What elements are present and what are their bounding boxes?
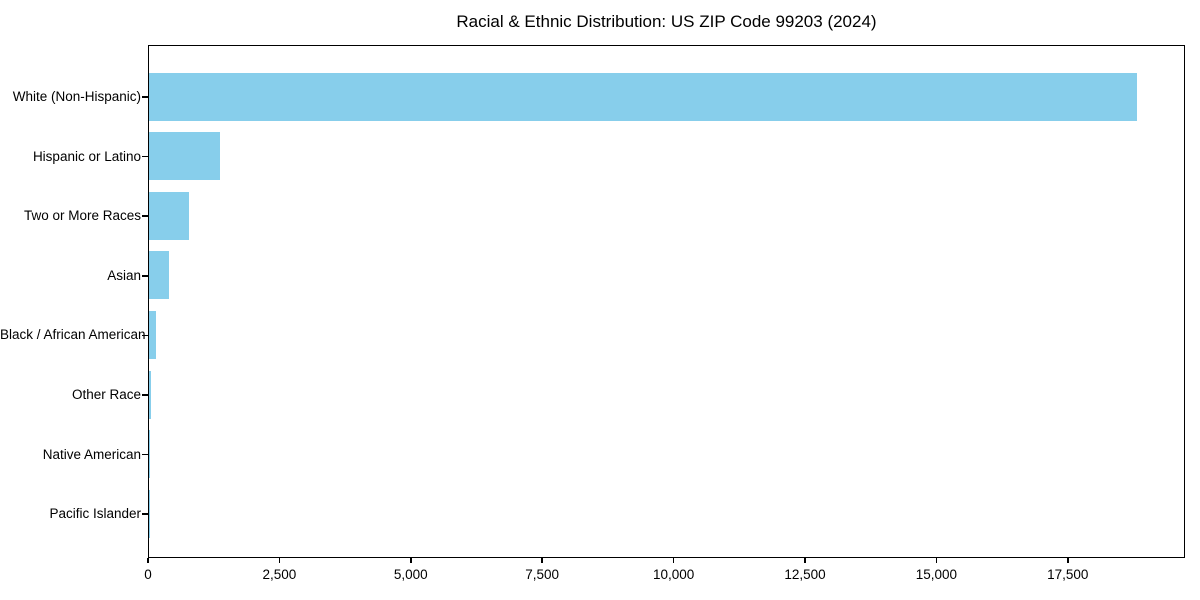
y-tick-mark-asian: [142, 275, 148, 277]
x-tick-mark-0: [147, 558, 149, 563]
chart-title: Racial & Ethnic Distribution: US ZIP Cod…: [456, 12, 877, 31]
bar-native-american: [149, 430, 151, 479]
x-tick-mark-5000: [410, 558, 412, 563]
bars-layer: [149, 46, 1184, 557]
y-tick-label-other-race: Other Race: [71, 387, 141, 402]
bar-asian: [149, 251, 169, 300]
y-tick-mark-black-african-american: [142, 334, 148, 337]
y-tick-mark-two-or-more-races: [142, 215, 148, 217]
y-tick-label-white-non-hispanic: White (Non-Hispanic): [12, 89, 141, 104]
y-tick-mark-pacific-islander: [142, 513, 148, 515]
x-tick-label-2500: 2,500: [262, 567, 297, 582]
x-tick-label-5000: 5,000: [393, 567, 428, 582]
x-tick-label-7500: 7,500: [525, 567, 560, 582]
x-tick-mark-7500: [541, 558, 543, 563]
x-tick-mark-15000: [935, 558, 938, 563]
x-tick-mark-2500: [278, 558, 281, 563]
x-tick-label-17500: 17,500: [1047, 567, 1089, 582]
bar-hispanic-or-latino: [149, 132, 221, 181]
x-tick-label-15000: 15,000: [915, 567, 958, 582]
x-tick-label-10000: 10,000: [652, 567, 695, 582]
bar-pacific-islander: [149, 489, 150, 538]
x-tick-mark-10000: [672, 558, 675, 563]
x-tick-mark-17500: [1067, 558, 1069, 563]
x-tick-label-0: 0: [144, 567, 152, 582]
bar-two-or-more-races: [149, 191, 189, 240]
bar-other-race: [149, 370, 152, 419]
bar-white-non-hispanic: [149, 72, 1137, 121]
x-tick-label-12500: 12,500: [784, 567, 826, 582]
bar-black-african-american: [149, 310, 156, 359]
y-tick-label-pacific-islander: Pacific Islander: [49, 506, 141, 522]
x-tick-mark-12500: [804, 558, 806, 563]
plot-area: [148, 45, 1185, 558]
y-tick-label-hispanic-or-latino: Hispanic or Latino: [32, 148, 141, 164]
y-tick-mark-white-non-hispanic: [142, 96, 148, 98]
y-tick-label-native-american: Native American: [42, 446, 141, 462]
y-tick-mark-native-american: [142, 453, 148, 456]
y-tick-label-two-or-more-races: Two or More Races: [23, 208, 141, 224]
y-tick-label-black-african-american: Black / African American: [0, 327, 146, 343]
y-tick-label-asian: Asian: [107, 267, 141, 283]
y-tick-mark-hispanic-or-latino: [142, 155, 148, 158]
y-tick-mark-other-race: [142, 394, 148, 396]
